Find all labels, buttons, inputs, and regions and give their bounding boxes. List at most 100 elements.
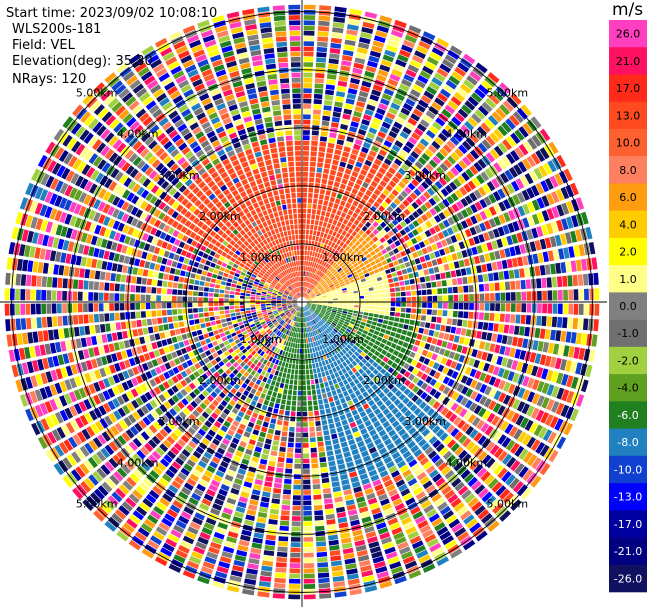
- gate-cell: [216, 349, 223, 356]
- gate-cell: [397, 352, 404, 359]
- gate-cell: [371, 551, 383, 559]
- gate-cell: [447, 287, 453, 294]
- gate-cell: [266, 328, 271, 333]
- gate-cell: [280, 320, 285, 325]
- gate-cell: [171, 336, 178, 343]
- gate-cell: [554, 418, 564, 431]
- gate-cell: [510, 499, 522, 511]
- gate-cell: [30, 375, 38, 388]
- gate-cell: [338, 329, 344, 335]
- gate-cell: [391, 210, 399, 218]
- gate-cell: [435, 428, 445, 438]
- gate-cell: [391, 227, 399, 234]
- gate-cell: [383, 438, 392, 446]
- gate-cell: [175, 457, 185, 466]
- gate-cell: [580, 211, 589, 225]
- gate-cell: [263, 325, 268, 330]
- gate-cell: [454, 405, 463, 415]
- gate-cell: [361, 358, 368, 364]
- gate-cell: [314, 520, 325, 526]
- gate-cell: [323, 233, 328, 239]
- gate-cell: [400, 220, 407, 228]
- gate-cell: [276, 419, 283, 426]
- gate-cell: [327, 294, 332, 297]
- gate-cell: [495, 303, 500, 312]
- gate-cell: [455, 233, 463, 242]
- gate-cell: [306, 219, 311, 224]
- gate-cell: [302, 171, 308, 177]
- gate-cell: [388, 250, 395, 257]
- gate-cell: [124, 444, 135, 455]
- gate-cell: [382, 408, 390, 416]
- gate-cell: [373, 330, 380, 336]
- gate-cell: [333, 491, 342, 498]
- gate-cell: [359, 305, 364, 309]
- gate-cell: [243, 364, 249, 371]
- gate-cell: [153, 386, 162, 395]
- gate-cell: [526, 405, 535, 417]
- gate-cell: [537, 290, 542, 301]
- gate-cell: [345, 281, 351, 285]
- gate-cell: [386, 461, 395, 469]
- gate-cell: [319, 457, 327, 463]
- gate-cell: [303, 20, 315, 26]
- gate-cell: [313, 504, 323, 511]
- gate-cell: [575, 394, 585, 407]
- gate-cell: [313, 193, 319, 199]
- gate-cell: [211, 412, 219, 420]
- gate-cell: [415, 104, 426, 113]
- gate-cell: [365, 276, 371, 281]
- gate-cell: [473, 129, 484, 140]
- gate-cell: [474, 293, 480, 301]
- gate-cell: [451, 253, 458, 261]
- gate-cell: [195, 324, 201, 330]
- gate-cell: [394, 333, 401, 339]
- gate-cell: [353, 336, 359, 342]
- gate-cell: [441, 128, 451, 138]
- gate-cell: [497, 125, 508, 137]
- gate-cell: [324, 100, 333, 106]
- gate-cell: [506, 410, 515, 421]
- gate-cell: [280, 313, 285, 317]
- gate-cell: [461, 422, 470, 433]
- gate-cell: [245, 385, 252, 392]
- gate-cell: [177, 424, 186, 433]
- gate-cell: [197, 428, 206, 437]
- gate-cell: [440, 272, 446, 280]
- gate-cell: [310, 452, 318, 458]
- gate-cell: [285, 330, 290, 335]
- gate-cell: [335, 501, 345, 508]
- gate-cell: [363, 288, 369, 292]
- gate-cell: [403, 208, 411, 216]
- gate-cell: [371, 403, 378, 411]
- gate-cell: [116, 395, 125, 406]
- gate-cell: [406, 240, 413, 247]
- gate-cell: [80, 361, 88, 372]
- gate-cell: [522, 469, 534, 482]
- gate-cell: [502, 199, 511, 210]
- gate-cell: [354, 226, 361, 233]
- gate-cell: [250, 494, 260, 501]
- gate-cell: [357, 95, 367, 103]
- gate-cell: [454, 112, 465, 123]
- gate-cell: [205, 517, 217, 526]
- gate-cell: [310, 272, 313, 278]
- gate-cell: [272, 391, 278, 398]
- gate-cell: [309, 309, 313, 314]
- gate-cell: [422, 134, 433, 143]
- gate-cell: [398, 428, 407, 437]
- gate-cell: [188, 413, 197, 422]
- gate-cell: [335, 341, 340, 346]
- gate-cell: [171, 418, 180, 427]
- gate-cell: [278, 309, 283, 313]
- gate-cell: [234, 302, 240, 306]
- gate-cell: [358, 271, 364, 277]
- gate-cell: [479, 254, 486, 263]
- gate-cell: [328, 380, 334, 386]
- gate-cell: [483, 362, 490, 372]
- gate-cell: [280, 436, 287, 442]
- gate-cell: [77, 350, 85, 360]
- gate-cell: [146, 413, 155, 423]
- gate-cell: [147, 439, 157, 449]
- gate-cell: [431, 101, 442, 111]
